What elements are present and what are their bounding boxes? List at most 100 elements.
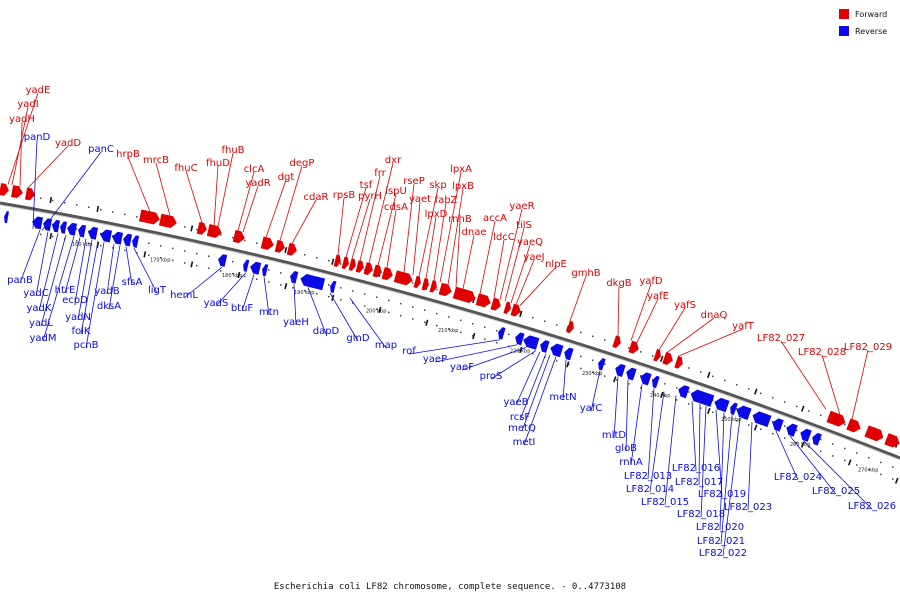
track-dot bbox=[724, 415, 726, 418]
leader-line bbox=[562, 359, 567, 401]
gene-label-yadh: yadH bbox=[9, 114, 35, 125]
gene-label-lf82-029: LF82_029 bbox=[844, 342, 892, 353]
forward-gene-arrow bbox=[25, 187, 35, 201]
track-dot bbox=[256, 242, 258, 244]
reverse-gene-arrow bbox=[330, 280, 337, 294]
leader-line bbox=[351, 198, 371, 259]
tick-label: 180 kbp bbox=[222, 273, 242, 279]
gene-label-rnhb: rnhB bbox=[448, 214, 472, 225]
reverse-gene-arrow bbox=[43, 218, 53, 231]
forward-gene-arrow bbox=[158, 213, 177, 228]
leader-line bbox=[780, 340, 827, 410]
reverse-gene-arrow bbox=[690, 389, 715, 407]
reverse-gene-arrow bbox=[88, 226, 99, 240]
gene-label-fhud: fhuD bbox=[206, 158, 230, 169]
gene-label-dxr: dxr bbox=[385, 155, 402, 166]
leader-line bbox=[590, 370, 601, 412]
gene-label-yadl: yadL bbox=[29, 318, 53, 329]
track-dot bbox=[184, 250, 186, 252]
gene-label-fhub: fhuB bbox=[221, 145, 244, 156]
leader-line bbox=[461, 347, 527, 371]
track-dot bbox=[88, 206, 90, 209]
forward-gene-arrow bbox=[196, 221, 207, 235]
leader-line bbox=[722, 417, 741, 557]
gene-label-yafc: yafC bbox=[580, 403, 603, 414]
reverse-gene-arrow bbox=[123, 233, 133, 247]
forward-gene-arrow bbox=[628, 340, 639, 354]
forward-gene-arrow bbox=[206, 224, 222, 238]
leader-line bbox=[265, 179, 287, 238]
leader-line bbox=[515, 259, 535, 305]
leader-line bbox=[613, 376, 619, 439]
forward-gene-arrow bbox=[381, 267, 393, 281]
track-dot bbox=[412, 306, 414, 308]
leader-line bbox=[359, 175, 381, 261]
track-dot bbox=[184, 262, 186, 264]
track-dot bbox=[580, 355, 582, 358]
leader-line bbox=[418, 187, 439, 277]
track-tick bbox=[566, 361, 570, 368]
gene-label-lf82-022: LF82_022 bbox=[699, 548, 747, 559]
gene-label-yaej: yaeJ bbox=[523, 252, 544, 263]
track-dot bbox=[280, 272, 282, 274]
track-dot bbox=[232, 260, 234, 263]
track-dot bbox=[40, 233, 42, 236]
gene-label-yadi: yadI bbox=[17, 99, 38, 110]
forward-gene-arrow bbox=[421, 277, 429, 291]
track-dot bbox=[88, 230, 90, 233]
track-dot bbox=[328, 296, 330, 298]
gene-label-yadb: yadB bbox=[94, 286, 119, 297]
forward-gene-arrow bbox=[333, 254, 341, 267]
track-dot bbox=[400, 314, 402, 317]
tick-label: 240 kbp bbox=[650, 393, 670, 399]
reverse-gene-arrow bbox=[800, 428, 812, 442]
leader-line bbox=[377, 193, 397, 266]
gene-label-glob: gloB bbox=[615, 443, 637, 454]
track-dot bbox=[448, 328, 450, 330]
track-dot bbox=[460, 319, 462, 322]
gene-label-lf82-015: LF82_015 bbox=[641, 497, 689, 508]
leader-line bbox=[666, 317, 715, 353]
track-tick bbox=[331, 258, 335, 265]
reverse-gene-arrow bbox=[615, 364, 626, 377]
track-tick bbox=[707, 407, 711, 415]
gene-label-metq: metQ bbox=[508, 423, 536, 434]
gene-label-fabz: fabZ bbox=[435, 195, 458, 206]
leader-line bbox=[11, 106, 29, 186]
leader-line bbox=[35, 231, 49, 297]
gene-label-metn: metN bbox=[549, 392, 576, 403]
track-dot bbox=[676, 399, 678, 401]
track-dot bbox=[496, 330, 498, 332]
label-leader-lines bbox=[7, 92, 873, 557]
leader-line bbox=[462, 234, 475, 290]
track-dot bbox=[532, 316, 534, 319]
leader-line bbox=[19, 229, 41, 284]
forward-gene-arrow bbox=[653, 348, 661, 362]
leader-line bbox=[519, 353, 547, 421]
gene-label-yade: yadE bbox=[26, 85, 51, 96]
track-dot bbox=[688, 391, 690, 393]
gene-label-mrcb: mrcB bbox=[143, 155, 169, 166]
leader-line bbox=[127, 156, 151, 212]
reverse-gene-arrow bbox=[100, 229, 113, 243]
leader-line bbox=[263, 276, 270, 316]
forward-gene-arrow bbox=[260, 236, 274, 250]
track-dot bbox=[880, 473, 882, 476]
track-dot bbox=[652, 379, 654, 381]
leader-line bbox=[425, 216, 437, 279]
leader-line bbox=[521, 354, 551, 432]
leader-line bbox=[821, 354, 841, 415]
track-dot bbox=[844, 423, 846, 426]
gene-label-glnd: glnD bbox=[346, 333, 369, 344]
track-dot bbox=[412, 282, 414, 284]
gene-label-map: map bbox=[375, 340, 397, 351]
leader-line bbox=[185, 170, 203, 223]
leader-line bbox=[617, 285, 620, 337]
track-dot bbox=[412, 318, 414, 320]
reverse-gene-arrow bbox=[812, 432, 822, 446]
leader-line bbox=[700, 405, 707, 518]
leader-line bbox=[803, 440, 873, 510]
track-dot bbox=[784, 437, 786, 439]
track-dot bbox=[580, 331, 582, 334]
gene-label-mltd: mltD bbox=[602, 430, 626, 441]
